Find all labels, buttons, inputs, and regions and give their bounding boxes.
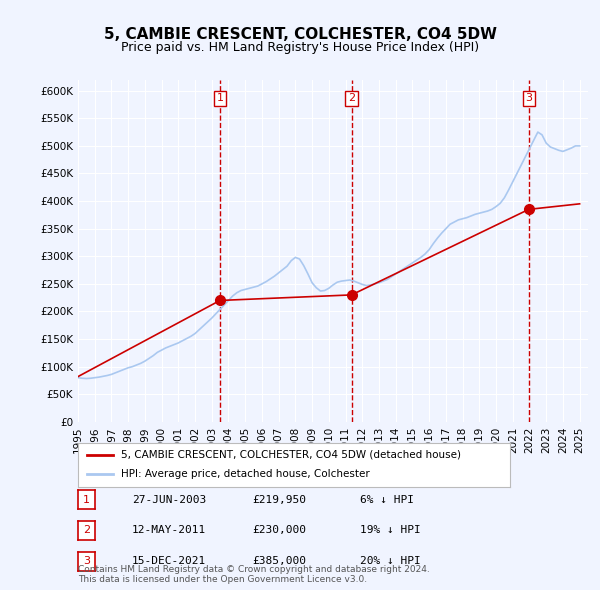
- Text: HPI: Average price, detached house, Colchester: HPI: Average price, detached house, Colc…: [121, 470, 370, 479]
- Text: 20% ↓ HPI: 20% ↓ HPI: [360, 556, 421, 566]
- Text: 5, CAMBIE CRESCENT, COLCHESTER, CO4 5DW (detached house): 5, CAMBIE CRESCENT, COLCHESTER, CO4 5DW …: [121, 450, 461, 460]
- Text: 15-DEC-2021: 15-DEC-2021: [132, 556, 206, 566]
- Text: £230,000: £230,000: [252, 526, 306, 535]
- Text: 3: 3: [526, 93, 532, 103]
- Text: 12-MAY-2011: 12-MAY-2011: [132, 526, 206, 535]
- Text: £219,950: £219,950: [252, 495, 306, 504]
- Text: 2: 2: [83, 526, 90, 535]
- Text: 6% ↓ HPI: 6% ↓ HPI: [360, 495, 414, 504]
- Text: 1: 1: [217, 93, 223, 103]
- Text: 5, CAMBIE CRESCENT, COLCHESTER, CO4 5DW: 5, CAMBIE CRESCENT, COLCHESTER, CO4 5DW: [104, 27, 497, 41]
- Text: 2: 2: [348, 93, 355, 103]
- Text: 19% ↓ HPI: 19% ↓ HPI: [360, 526, 421, 535]
- Text: Contains HM Land Registry data © Crown copyright and database right 2024.
This d: Contains HM Land Registry data © Crown c…: [78, 565, 430, 584]
- Text: 1: 1: [83, 495, 90, 504]
- Text: 3: 3: [83, 556, 90, 566]
- Text: Price paid vs. HM Land Registry's House Price Index (HPI): Price paid vs. HM Land Registry's House …: [121, 41, 479, 54]
- Text: 27-JUN-2003: 27-JUN-2003: [132, 495, 206, 504]
- Text: £385,000: £385,000: [252, 556, 306, 566]
